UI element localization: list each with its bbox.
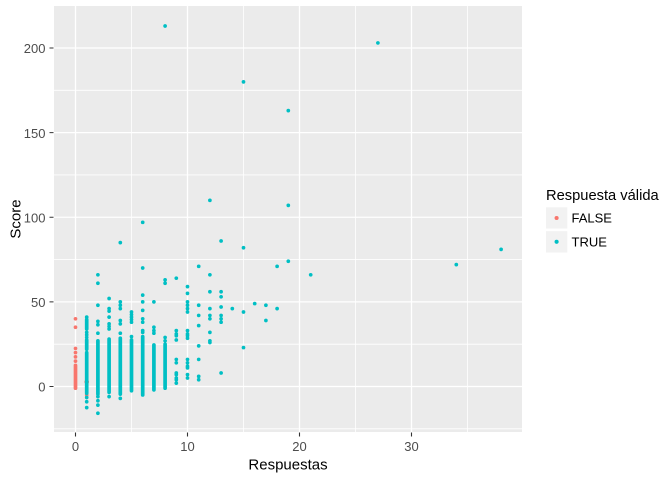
svg-text:Respuestas: Respuestas <box>248 457 327 474</box>
svg-text:0: 0 <box>72 439 79 454</box>
svg-text:30: 30 <box>404 439 418 454</box>
svg-text:0: 0 <box>38 380 45 395</box>
svg-text:50: 50 <box>31 295 45 310</box>
svg-text:150: 150 <box>24 126 46 141</box>
svg-text:20: 20 <box>292 439 306 454</box>
svg-text:100: 100 <box>24 210 46 225</box>
svg-text:FALSE: FALSE <box>572 211 613 226</box>
svg-text:Respuesta válida: Respuesta válida <box>546 188 660 204</box>
svg-text:Score: Score <box>8 199 25 238</box>
svg-text:200: 200 <box>24 41 46 56</box>
svg-text:TRUE: TRUE <box>572 234 608 249</box>
svg-text:10: 10 <box>180 439 194 454</box>
